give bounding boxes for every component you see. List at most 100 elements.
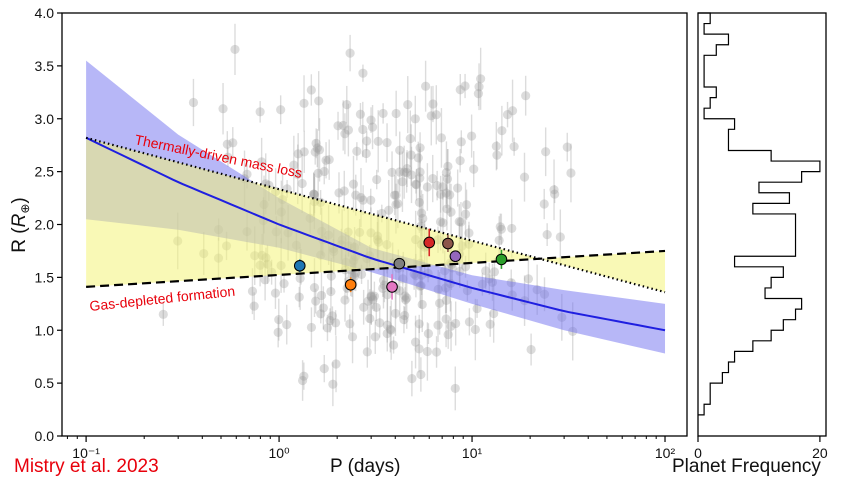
background-point	[366, 292, 376, 302]
background-point	[359, 302, 369, 312]
background-point	[416, 369, 426, 380]
background-point	[496, 224, 506, 234]
background-point	[467, 131, 477, 141]
background-point	[345, 319, 355, 329]
background-point	[562, 142, 572, 152]
background-point	[438, 182, 448, 192]
background-point	[378, 283, 388, 293]
background-point	[279, 279, 289, 289]
background-point	[402, 293, 412, 303]
background-point	[257, 157, 267, 167]
highlighted-points	[293, 228, 508, 300]
background-point	[456, 217, 466, 227]
background-point	[273, 327, 283, 337]
background-point	[318, 303, 328, 313]
background-point	[390, 308, 401, 319]
background-point	[289, 160, 299, 170]
background-point	[274, 315, 284, 325]
background-point	[378, 275, 389, 286]
background-point	[549, 185, 559, 195]
background-point	[541, 147, 551, 157]
background-point	[293, 149, 303, 159]
background-point	[255, 107, 265, 117]
background-point	[492, 150, 502, 160]
background-point	[349, 271, 359, 282]
background-point	[249, 301, 259, 311]
background-point	[405, 134, 415, 144]
background-point	[322, 323, 333, 333]
background-point	[388, 340, 399, 350]
background-point	[347, 271, 357, 281]
background-point	[441, 188, 451, 198]
background-point	[428, 99, 438, 109]
background-point	[386, 325, 396, 335]
background-point	[223, 152, 233, 162]
background-point	[397, 177, 408, 187]
background-point	[384, 205, 394, 215]
background-point	[309, 190, 320, 200]
background-point	[306, 322, 317, 333]
background-point	[313, 168, 323, 178]
background-point	[523, 274, 534, 284]
background-point	[489, 267, 500, 277]
background-point	[445, 190, 455, 200]
background-point	[469, 164, 479, 174]
background-point	[410, 114, 420, 124]
background-point	[407, 373, 417, 384]
highlighted-point	[293, 259, 306, 272]
background-point	[391, 199, 401, 210]
background-point	[461, 200, 472, 210]
background-point	[358, 195, 368, 205]
background-point	[391, 190, 401, 200]
background-point	[395, 167, 405, 177]
background-point	[391, 108, 401, 119]
background-point	[228, 138, 238, 148]
background-point	[378, 108, 388, 119]
background-point	[348, 179, 359, 189]
background-point	[464, 228, 474, 238]
background-point	[489, 308, 499, 319]
background-point	[334, 188, 344, 198]
background-point	[339, 186, 349, 196]
background-point	[414, 344, 424, 354]
background-point	[399, 314, 409, 325]
background-point	[473, 89, 484, 99]
background-point	[299, 371, 309, 381]
background-point	[453, 183, 463, 193]
background-point	[460, 81, 470, 91]
background-point	[411, 180, 422, 190]
background-point	[311, 138, 321, 148]
background-point	[393, 199, 403, 209]
background-point	[441, 314, 451, 324]
highlighted-point	[393, 257, 406, 270]
background-point	[352, 146, 362, 156]
background-point	[326, 286, 336, 297]
background-point	[411, 179, 421, 189]
background-point	[476, 74, 486, 84]
background-point	[502, 110, 513, 120]
background-point	[542, 230, 552, 240]
y-axis-label: R (R⊕)	[9, 197, 32, 252]
background-point	[327, 311, 338, 321]
x-tick-label: 10²	[655, 445, 676, 461]
background-point	[428, 173, 438, 184]
background-point	[423, 329, 434, 339]
background-point	[340, 129, 350, 139]
background-point	[347, 332, 358, 342]
background-point	[331, 359, 341, 369]
background-point	[443, 161, 453, 171]
background-point	[295, 273, 305, 284]
fitted-valley-line	[85, 136, 666, 332]
background-point	[342, 100, 352, 110]
y-tick-label: 3.0	[35, 111, 55, 127]
background-point	[299, 98, 309, 108]
background-point	[316, 290, 327, 301]
background-point	[456, 137, 466, 147]
background-point	[311, 296, 321, 306]
background-point	[316, 309, 326, 319]
background-point	[416, 208, 427, 218]
background-point	[356, 269, 367, 279]
background-point	[312, 143, 322, 153]
background-point	[481, 266, 491, 276]
